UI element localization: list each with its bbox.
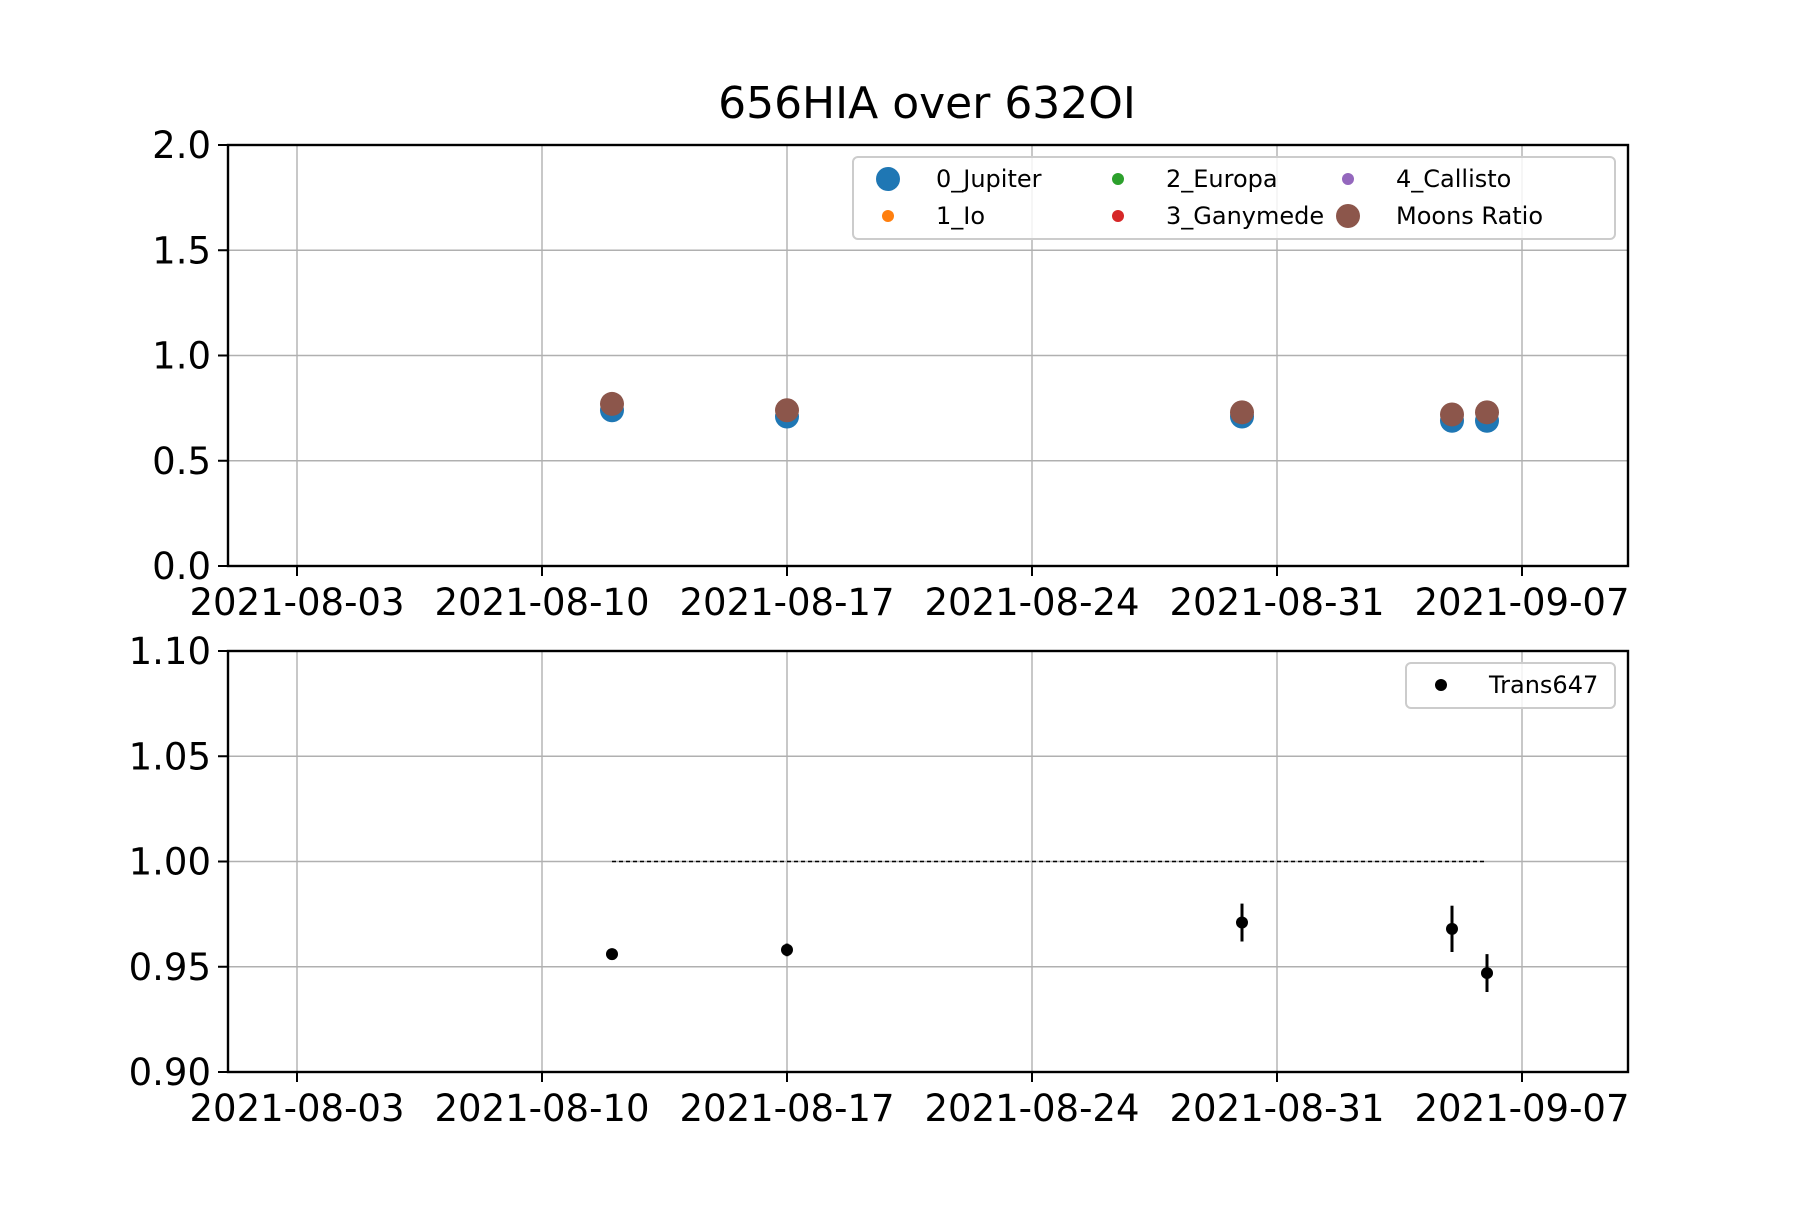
data-point bbox=[775, 398, 799, 423]
legend-item: Trans647 bbox=[1435, 671, 1598, 699]
y-tick-label: 1.00 bbox=[129, 841, 211, 884]
top-axes: 2021-08-03 2021-08-10 2021-08-17 2021-08-24… bbox=[152, 124, 1629, 624]
legend-marker bbox=[1342, 173, 1354, 185]
data-point bbox=[1440, 402, 1464, 427]
legend-item: 0_Jupiter bbox=[876, 165, 1042, 193]
chart-title: 656HIA over 632OI bbox=[718, 78, 1136, 129]
y-tick-label: 2.0 bbox=[152, 124, 211, 167]
data-point bbox=[781, 943, 793, 956]
x-tick-label: 2021-08-17 bbox=[679, 581, 894, 624]
legend: 0_Jupiter 1_Io 2_Europa 3_Ganymede 4_Callist… bbox=[852, 156, 1616, 240]
legend-marker bbox=[876, 167, 900, 191]
x-tick-label: 2021-08-03 bbox=[189, 581, 404, 624]
y-tick-label: 1.10 bbox=[129, 630, 211, 673]
legend-marker bbox=[882, 210, 894, 222]
legend-marker bbox=[1336, 204, 1360, 228]
legend-label: 2_Europa bbox=[1166, 165, 1278, 193]
y-tick-label: 1.5 bbox=[152, 229, 211, 272]
x-tick-label: 2021-08-24 bbox=[924, 581, 1139, 624]
legend: Trans647 bbox=[1405, 662, 1616, 709]
legend-item: 1_Io bbox=[882, 202, 985, 230]
legend-marker bbox=[1435, 679, 1447, 691]
y-tick-label: 0.5 bbox=[152, 440, 211, 483]
legend-label: Trans647 bbox=[1488, 671, 1598, 699]
data-point bbox=[1481, 967, 1493, 980]
legend-item: 3_Ganymede bbox=[1112, 202, 1324, 230]
y-tick-label: 1.0 bbox=[152, 335, 211, 378]
legend-marker bbox=[1112, 173, 1124, 185]
legend-label: Moons Ratio bbox=[1396, 202, 1543, 230]
data-point bbox=[600, 391, 624, 416]
legend-box bbox=[1405, 662, 1616, 709]
y-tick-label: 0.95 bbox=[129, 946, 211, 989]
data-point bbox=[606, 948, 618, 961]
x-tick-label: 2021-08-03 bbox=[189, 1087, 404, 1130]
x-tick-label: 2021-08-31 bbox=[1169, 581, 1384, 624]
data-point bbox=[1475, 400, 1499, 425]
bottom-axes: 2021-08-03 2021-08-10 2021-08-17 2021-08-24… bbox=[129, 630, 1630, 1130]
legend-label: 0_Jupiter bbox=[936, 165, 1042, 193]
legend-label: 1_Io bbox=[936, 202, 985, 230]
legend-item: 2_Europa bbox=[1112, 165, 1278, 193]
x-tick-label: 2021-08-17 bbox=[679, 1087, 894, 1130]
data-point bbox=[1230, 400, 1254, 425]
y-tick-label: 0.0 bbox=[152, 545, 211, 588]
legend-label: 4_Callisto bbox=[1396, 165, 1511, 193]
y-tick-label: 0.90 bbox=[129, 1051, 211, 1094]
y-tick-label: 1.05 bbox=[129, 735, 211, 778]
x-tick-label: 2021-08-10 bbox=[434, 1087, 649, 1130]
legend-box bbox=[852, 156, 1616, 240]
x-tick-label: 2021-09-07 bbox=[1414, 581, 1629, 624]
x-tick-label: 2021-08-24 bbox=[924, 1087, 1139, 1130]
data-point bbox=[1236, 916, 1248, 929]
x-tick-label: 2021-09-07 bbox=[1414, 1087, 1629, 1130]
x-tick-label: 2021-08-10 bbox=[434, 581, 649, 624]
data-point bbox=[1446, 922, 1458, 935]
legend-label: 3_Ganymede bbox=[1166, 202, 1324, 230]
x-tick-label: 2021-08-31 bbox=[1169, 1087, 1384, 1130]
legend-marker bbox=[1112, 210, 1124, 222]
legend-item: Moons Ratio bbox=[1336, 202, 1543, 230]
legend-item: 4_Callisto bbox=[1342, 165, 1511, 193]
